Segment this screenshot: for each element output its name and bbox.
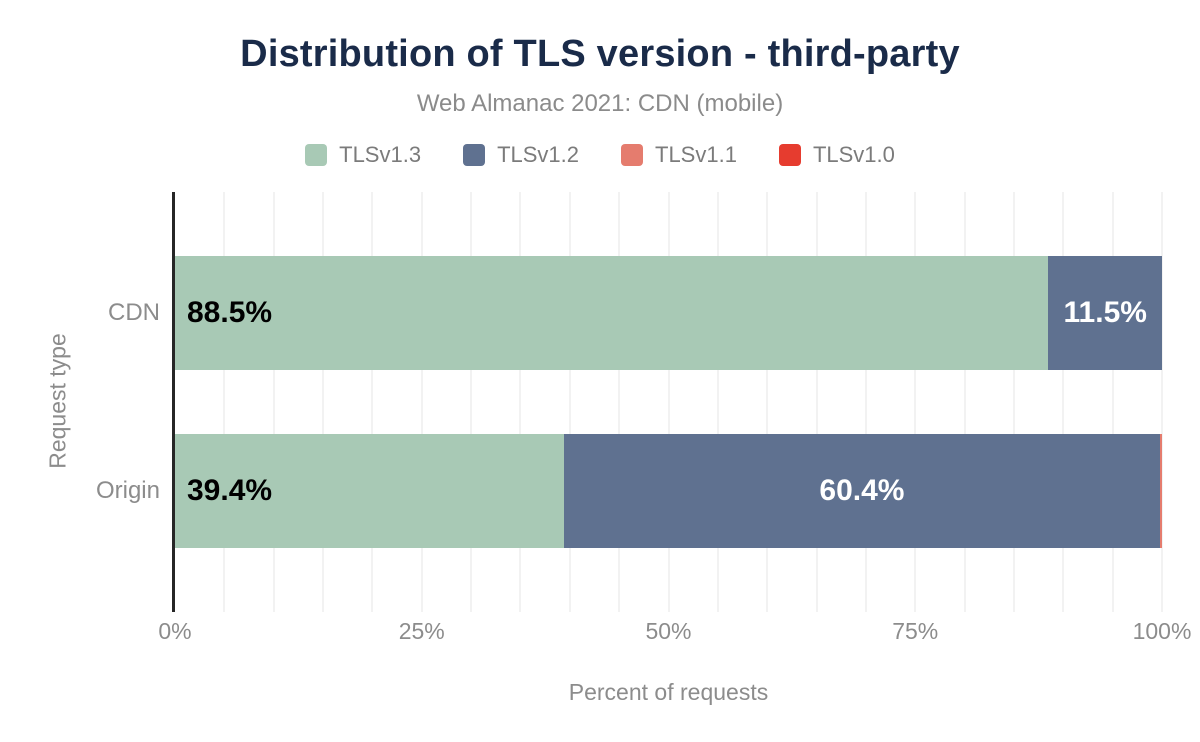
legend: TLSv1.3 TLSv1.2 TLSv1.1 TLSv1.0 bbox=[0, 142, 1200, 168]
x-tick-label: 0% bbox=[158, 618, 192, 644]
x-tick-label: 75% bbox=[892, 618, 939, 644]
legend-swatch-icon bbox=[305, 144, 328, 166]
x-tick-label: 100% bbox=[1132, 618, 1192, 644]
gridline bbox=[272, 192, 275, 612]
category-label-cdn: CDN bbox=[108, 299, 160, 326]
legend-swatch-icon bbox=[463, 144, 486, 166]
x-axis-title: Percent of requests bbox=[568, 679, 769, 705]
bar-value-label: 11.5% bbox=[1063, 296, 1147, 329]
gridline bbox=[766, 192, 769, 612]
legend-item-tlsv1.0[interactable]: TLSv1.0 bbox=[778, 142, 895, 168]
plot-area: 88.5% 11.5% 39.4% 60.4% bbox=[172, 192, 1163, 612]
x-tick-label: 50% bbox=[645, 618, 692, 644]
gridline bbox=[470, 192, 473, 612]
gridline bbox=[716, 192, 719, 612]
bar-segment-cdn-tlsv1.3[interactable]: 88.5% bbox=[175, 256, 1049, 370]
legend-item-tlsv1.1[interactable]: TLSv1.1 bbox=[621, 142, 737, 168]
gridline bbox=[568, 192, 571, 612]
gridline bbox=[1161, 192, 1163, 612]
bar-value-label: 60.4% bbox=[819, 474, 905, 507]
y-axis-title: Request type bbox=[44, 333, 71, 469]
gridline bbox=[322, 192, 325, 612]
legend-swatch-icon bbox=[778, 144, 801, 166]
legend-label: TLSv1.2 bbox=[497, 142, 579, 167]
gridline bbox=[371, 192, 374, 612]
legend-item-tlsv1.2[interactable]: TLSv1.2 bbox=[463, 142, 579, 168]
legend-label: TLSv1.0 bbox=[812, 142, 895, 167]
x-tick-label: 25% bbox=[398, 618, 445, 644]
chart-title: Distribution of TLS version - third-part… bbox=[240, 33, 960, 75]
bar-segment-origin-tlsv1.1[interactable] bbox=[1160, 434, 1162, 548]
gridline bbox=[519, 192, 522, 612]
gridline bbox=[420, 192, 423, 612]
gridline bbox=[963, 192, 966, 612]
gridline bbox=[1012, 192, 1015, 612]
gridline bbox=[223, 192, 226, 612]
legend-swatch-icon bbox=[621, 144, 643, 166]
bar-row-origin: 39.4% 60.4% bbox=[175, 434, 1162, 548]
gridline bbox=[864, 192, 867, 612]
bar-row-cdn: 88.5% 11.5% bbox=[175, 256, 1162, 370]
category-label-origin: Origin bbox=[95, 477, 160, 504]
gridline bbox=[667, 192, 670, 612]
chart-subtitle: Web Almanac 2021: CDN (mobile) bbox=[416, 90, 784, 117]
gridline bbox=[1062, 192, 1065, 612]
bar-segment-origin-tlsv1.3[interactable]: 39.4% bbox=[175, 434, 564, 548]
gridline bbox=[1111, 192, 1114, 612]
bar-segment-origin-tlsv1.2[interactable]: 60.4% bbox=[563, 434, 1161, 548]
bar-segment-cdn-tlsv1.2[interactable]: 11.5% bbox=[1048, 256, 1162, 370]
legend-label: TLSv1.3 bbox=[339, 142, 422, 167]
gridline bbox=[815, 192, 818, 612]
gridline bbox=[618, 192, 621, 612]
gridline bbox=[914, 192, 917, 612]
bar-value-label: 39.4% bbox=[187, 474, 273, 507]
legend-label: TLSv1.1 bbox=[655, 142, 737, 167]
y-axis-line bbox=[172, 192, 175, 612]
bar-value-label: 88.5% bbox=[187, 296, 273, 329]
legend-item-tlsv1.3[interactable]: TLSv1.3 bbox=[305, 142, 421, 168]
